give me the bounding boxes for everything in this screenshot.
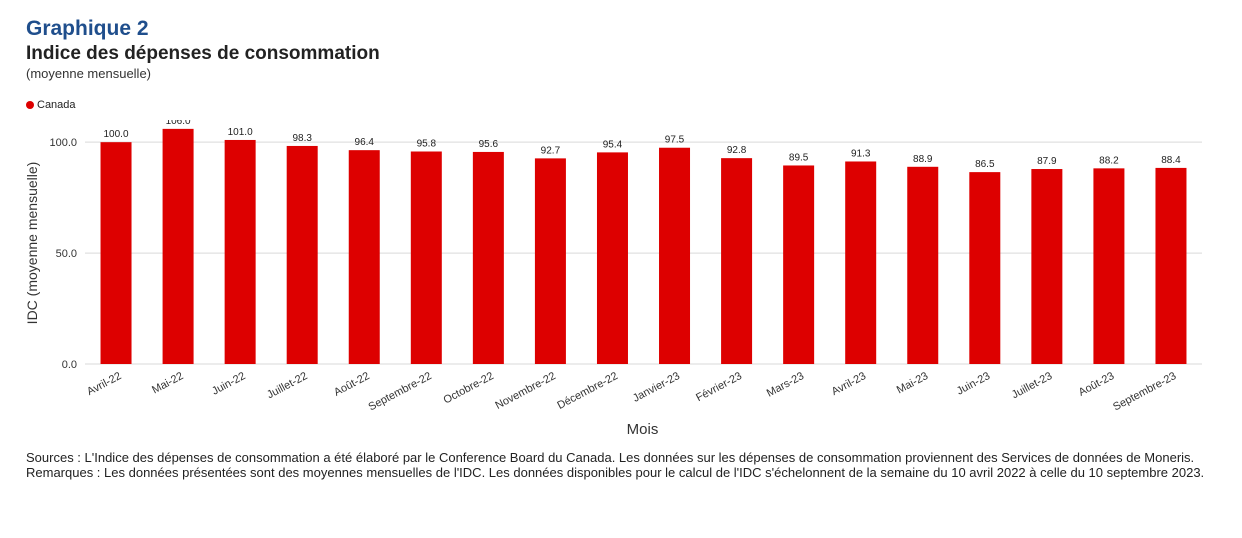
legend[interactable]: Canada (26, 99, 76, 111)
x-tick-label: Septembre-23 (1111, 370, 1178, 413)
bar (286, 145, 318, 364)
bar (1031, 169, 1063, 364)
x-tick-label: Mai-23 (895, 370, 930, 396)
y-tick-label: 100.0 (49, 137, 77, 149)
data-label: 106.0 (166, 120, 191, 127)
x-tick-label: Avril-23 (830, 370, 868, 398)
data-label: 88.9 (913, 154, 933, 165)
bar (534, 158, 566, 364)
x-tick-label: Juin-22 (210, 370, 247, 398)
legend-label: Canada (37, 99, 76, 111)
data-label: 92.7 (541, 145, 561, 156)
x-tick-label: Août-23 (1077, 370, 1117, 399)
x-tick-label: Mai-22 (150, 370, 185, 396)
x-tick-label: Octobre-22 (442, 370, 496, 406)
y-tick-label: 50.0 (56, 248, 77, 260)
data-label: 95.8 (417, 138, 437, 149)
data-label: 101.0 (228, 127, 253, 138)
bar-chart: 0.0 50.0 100.0 100.0 Avril-22 106.0 Mai-22 101.… (24, 120, 1202, 438)
data-label: 88.4 (1161, 155, 1181, 166)
data-label: 87.9 (1037, 156, 1057, 167)
bar (348, 150, 380, 364)
bar (907, 166, 939, 364)
data-label: 92.8 (727, 145, 747, 156)
data-label: 96.4 (355, 137, 375, 148)
chart-title: Indice des dépenses de consommation (26, 43, 380, 64)
y-axis-title: IDC (moyenne mensuelle) (24, 162, 40, 325)
x-tick-label: Août-22 (332, 370, 372, 399)
bar (162, 128, 194, 364)
bar (783, 165, 815, 364)
data-label: 95.4 (603, 139, 623, 150)
bar (659, 147, 691, 364)
data-label: 89.5 (789, 152, 809, 163)
chart-label: Graphique 2 (26, 17, 149, 40)
data-label: 100.0 (104, 129, 129, 140)
x-tick-label: Septembre-22 (367, 370, 434, 413)
bar (596, 152, 628, 364)
remarks-note: Remarques : Les données présentées sont … (26, 464, 1205, 480)
x-tick-label: Juin-23 (955, 370, 992, 398)
bar (224, 139, 256, 364)
y-tick-label: 0.0 (62, 359, 77, 371)
x-tick-label: Mars-23 (765, 370, 806, 400)
x-tick-label: Décembre-22 (555, 370, 619, 412)
data-label: 88.2 (1099, 155, 1119, 166)
x-tick-label: Juillet-23 (1010, 370, 1055, 401)
bar (845, 161, 877, 364)
bar (1155, 167, 1187, 364)
data-label: 95.6 (479, 139, 499, 150)
bar (410, 151, 442, 364)
data-label: 97.5 (665, 135, 685, 146)
x-tick-label: Février-23 (694, 370, 744, 404)
x-tick-label: Avril-22 (85, 370, 123, 398)
bar (1093, 168, 1125, 364)
bar (472, 151, 504, 364)
chart-notes: Sources : L'Indice des dépenses de conso… (26, 450, 1216, 480)
x-tick-label: Novembre-22 (493, 370, 557, 412)
data-label: 86.5 (975, 159, 995, 170)
sources-note: Sources : L'Indice des dépenses de conso… (26, 450, 1195, 465)
x-axis-title: Mois (627, 421, 659, 438)
x-tick-label: Juillet-22 (265, 370, 310, 401)
x-tick-label: Janvier-23 (631, 370, 682, 405)
bar (969, 172, 1001, 364)
chart-subtitle: (moyenne mensuelle) (26, 66, 152, 81)
bar (721, 158, 753, 364)
data-label: 98.3 (292, 133, 312, 144)
bar (100, 142, 132, 364)
legend-marker (26, 101, 34, 109)
data-label: 91.3 (851, 148, 871, 159)
